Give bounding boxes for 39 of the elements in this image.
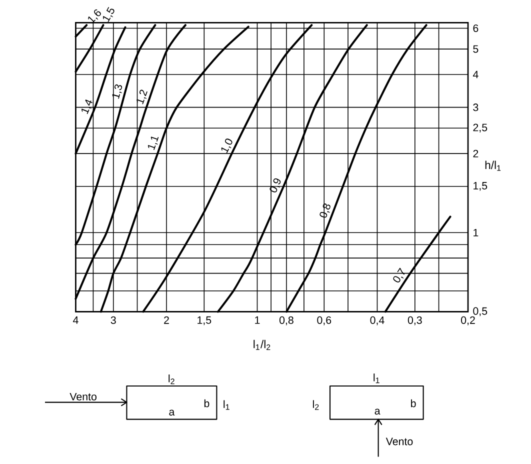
- text: 1,3: [112, 84, 122, 99]
- text: l$_{1}$: [224, 400, 230, 410]
- text: b: [411, 399, 416, 408]
- text: Vento: [70, 392, 96, 400]
- x-tick-label: 4: [72, 316, 78, 324]
- x-tick-label: 0,3: [408, 316, 422, 326]
- x-tick-label: 1: [255, 316, 260, 324]
- x-tick-label: 0,2: [461, 316, 475, 326]
- y-tick-label: 6: [473, 24, 478, 32]
- y-tick-label: 0,5: [473, 307, 488, 316]
- x-tick-label: 2: [164, 316, 169, 324]
- text: a: [374, 408, 380, 415]
- text: Vento: [386, 438, 413, 446]
- text: l$_{2}$: [312, 400, 319, 410]
- text: b: [204, 399, 210, 408]
- y-axis-title: h/l$_{1}$: [485, 160, 501, 171]
- y-tick-label: 4: [472, 70, 478, 78]
- text: 0,7: [393, 268, 405, 282]
- x-tick-label: 0,4: [370, 316, 384, 326]
- x-tick-label: 0,6: [317, 316, 332, 326]
- x-tick-label: 3: [110, 316, 116, 324]
- x-axis-title: l$_{1}$/l$_{2}$: [254, 340, 270, 350]
- text: 1,4: [81, 100, 92, 114]
- y-tick-label: 2,5: [473, 124, 488, 133]
- x-tick-label: 0,8: [279, 316, 294, 326]
- text: 1,1: [148, 136, 159, 150]
- y-tick-label: 1,5: [474, 182, 488, 191]
- text: 0,9: [270, 178, 281, 192]
- text: 1,0: [221, 138, 232, 154]
- x-tick-label: 1,5: [198, 316, 212, 326]
- y-tick-label: 2: [473, 150, 478, 158]
- text: l$_{1}$: [374, 374, 380, 384]
- text: 1,5: [102, 7, 114, 22]
- text: a: [169, 410, 175, 416]
- y-tick-label: 3: [473, 104, 478, 112]
- y-tick-label: 5: [473, 45, 478, 53]
- text: 1,6: [88, 9, 101, 24]
- text: l$_{2}$: [168, 374, 174, 384]
- y-tick-label: 1: [474, 228, 478, 236]
